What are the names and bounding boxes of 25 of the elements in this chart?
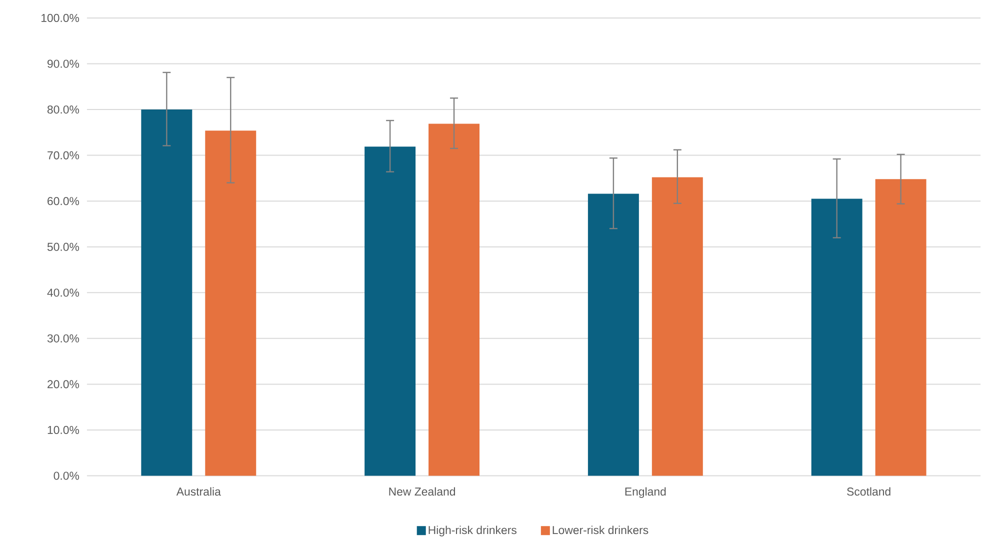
y-tick-label: 30.0%: [47, 334, 80, 343]
y-tick-label: 100.0%: [41, 14, 80, 22]
y-tick-label: 50.0%: [47, 242, 80, 252]
x-tick-label: Scotland: [847, 487, 890, 496]
bar: [652, 177, 703, 476]
y-tick-label: 0.0%: [54, 472, 80, 480]
bar: [811, 198, 862, 476]
bar: [364, 146, 416, 476]
bar: [141, 110, 192, 476]
x-tick-label: Australia: [176, 487, 221, 496]
y-tick-label: 10.0%: [48, 426, 80, 434]
y-tick-label: 80.0%: [47, 106, 80, 114]
y-tick-label: 40.0%: [47, 288, 80, 297]
y-tick-label: 90.0%: [48, 60, 80, 68]
bar: [428, 124, 480, 476]
y-tick-label: 20.0%: [48, 380, 80, 388]
bar: [875, 179, 926, 476]
x-tick-label: England: [625, 487, 666, 498]
y-tick-label: 70.0%: [48, 151, 80, 160]
bar: [588, 194, 639, 476]
y-tick-label: 60.0%: [48, 197, 80, 206]
legend-label: High-risk drinkers: [428, 526, 516, 537]
legend-label: Lower-risk drinkers: [552, 526, 648, 534]
bar: [205, 130, 256, 476]
x-tick-label: New Zealand: [389, 487, 456, 496]
